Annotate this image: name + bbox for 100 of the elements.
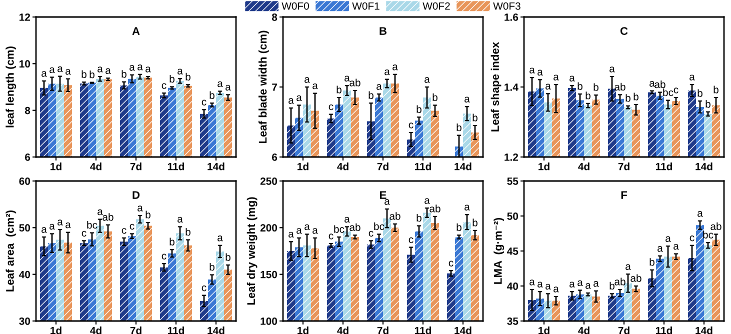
x-tick-label: 11d — [656, 326, 672, 334]
data-label: c — [202, 285, 206, 292]
data-label: a — [530, 280, 535, 286]
data-label: a — [296, 95, 302, 102]
data-label: b — [586, 92, 590, 100]
data-label: a — [570, 76, 575, 82]
x-tick-label: 4d — [337, 162, 348, 170]
data-label: c — [162, 83, 166, 89]
data-label: c — [690, 236, 694, 242]
x-tick-label: 4d — [578, 326, 590, 334]
data-label: b — [432, 93, 438, 102]
data-label: ab — [614, 278, 626, 286]
data-label: a — [546, 84, 551, 90]
data-label: a — [226, 84, 231, 91]
x-tick-label: 1d — [538, 326, 550, 334]
data-label: a — [50, 224, 55, 230]
y-tick-label: 45 — [507, 248, 518, 255]
data-label: b — [714, 86, 718, 94]
data-label: b — [416, 105, 422, 113]
data-label: a — [594, 281, 599, 287]
data-label: a — [674, 244, 679, 250]
data-label: a — [304, 77, 310, 83]
x-tick-label: 1d — [298, 162, 308, 170]
x-tick-label: 1d — [50, 162, 62, 170]
data-label: b — [472, 114, 478, 122]
data-label: a — [344, 76, 350, 82]
data-label: a — [130, 65, 135, 71]
text: E — [380, 191, 386, 199]
data-label: c — [162, 254, 166, 260]
data-label: a — [586, 283, 591, 289]
data-label: a — [218, 236, 223, 242]
data-label: a — [288, 98, 294, 104]
data-label: a — [464, 204, 470, 210]
data-label: bc — [87, 221, 98, 229]
x-tick-label: 1d — [538, 162, 550, 170]
data-label: a — [178, 216, 183, 223]
data-label: b — [210, 263, 214, 271]
data-label: a — [698, 211, 703, 217]
data-label: a — [146, 66, 151, 72]
x-tick-label: 14d — [454, 326, 472, 334]
y-tick-label: 60 — [19, 178, 30, 185]
data-label: a — [538, 70, 543, 76]
data-label: ab — [654, 80, 666, 88]
x-tick-label: 4d — [90, 326, 102, 334]
y-tick-label: 1.2 — [504, 154, 518, 161]
data-label: b — [226, 253, 230, 261]
data-label: a — [650, 81, 655, 87]
y-tick-label: 6 — [272, 154, 278, 161]
x-tick-label: 14d — [454, 162, 472, 170]
data-label: b — [122, 70, 126, 78]
data-label: a — [424, 77, 430, 83]
data-label: ab — [430, 204, 440, 212]
data-label: bc — [374, 222, 384, 230]
x-tick-label: 14d — [696, 326, 712, 334]
y-axis-title: LMA (g·m⁻²) — [494, 218, 504, 284]
data-label: b — [472, 218, 478, 226]
data-label: ab — [102, 213, 114, 221]
legend-label: W0F1 — [352, 2, 380, 10]
data-label: a — [138, 64, 143, 70]
data-label: bc — [663, 88, 674, 96]
data-label: a — [626, 264, 631, 270]
y-tick-label: 1.4 — [504, 84, 518, 91]
data-label: c — [82, 230, 86, 237]
data-label: a — [554, 286, 559, 292]
data-label: b — [698, 89, 702, 97]
x-tick-label: 7d — [377, 326, 388, 334]
data-label: a — [106, 68, 111, 74]
data-label: a — [42, 227, 47, 233]
data-label: b — [170, 74, 174, 83]
y-tick-label: 10 — [20, 60, 30, 68]
data-label: a — [344, 216, 350, 223]
y-tick-label: 150 — [260, 270, 278, 278]
data-label: a — [464, 96, 470, 102]
data-label: a — [384, 69, 390, 76]
data-label: a — [538, 282, 543, 288]
y-tick-label: 40 — [507, 282, 518, 290]
data-label: a — [138, 206, 143, 212]
y-tick-label: 8 — [24, 106, 30, 114]
data-label: ab — [630, 274, 642, 282]
data-label: a — [50, 67, 55, 74]
data-label: c — [448, 260, 454, 266]
data-label: c — [368, 230, 374, 237]
legend-label: W0F3 — [493, 2, 520, 10]
data-label: a — [392, 64, 398, 70]
y-tick-label: 250 — [260, 178, 278, 185]
x-tick-label: 11d — [168, 162, 184, 170]
y-tick-label: 7 — [272, 84, 277, 91]
data-label: b — [186, 72, 190, 81]
data-label: a — [66, 68, 71, 75]
x-tick-label: 4d — [578, 162, 590, 170]
data-label: bc — [703, 230, 714, 238]
data-label: a — [312, 228, 318, 234]
x-tick-label: 11d — [414, 326, 432, 334]
data-label: a — [42, 71, 47, 77]
y-axis-title: Leaf blade width (cm) — [258, 30, 269, 144]
data-label: a — [578, 280, 583, 286]
data-label: c — [408, 122, 414, 128]
data-label: a — [546, 284, 551, 290]
y-tick-label: 8 — [272, 14, 278, 21]
y-tick-label: 35 — [507, 318, 518, 325]
